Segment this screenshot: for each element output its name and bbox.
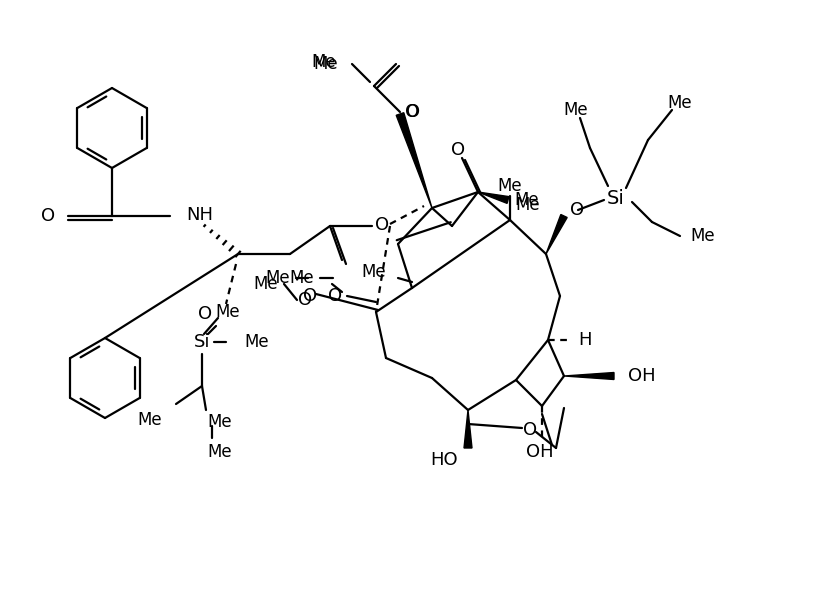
Text: Me: Me: [208, 413, 233, 431]
Text: Me: Me: [290, 269, 314, 287]
Text: Me: Me: [667, 94, 692, 112]
Text: O: O: [303, 287, 317, 305]
Text: HO: HO: [430, 451, 458, 469]
Text: O: O: [451, 141, 465, 159]
Text: O: O: [41, 207, 55, 225]
Text: Me: Me: [312, 53, 336, 71]
Text: Me: Me: [254, 275, 278, 293]
Polygon shape: [464, 410, 472, 448]
Text: O: O: [405, 103, 419, 121]
Text: Me: Me: [137, 411, 162, 429]
Text: O: O: [406, 103, 420, 121]
Text: Me: Me: [215, 303, 241, 321]
Text: O: O: [197, 305, 212, 323]
Text: Me: Me: [564, 101, 588, 119]
Text: O: O: [523, 421, 537, 439]
Text: Me: Me: [690, 227, 715, 245]
Text: Si: Si: [607, 188, 625, 207]
Text: Me: Me: [361, 263, 386, 281]
Text: O: O: [375, 216, 389, 234]
Polygon shape: [546, 215, 567, 254]
Text: OH: OH: [526, 443, 554, 461]
Text: O: O: [328, 287, 342, 305]
Text: OH: OH: [628, 367, 655, 385]
Polygon shape: [478, 192, 509, 204]
Text: Me: Me: [244, 333, 268, 351]
Text: Me: Me: [208, 443, 233, 461]
Text: NH: NH: [186, 206, 213, 224]
Text: Me: Me: [313, 55, 338, 73]
Text: Me: Me: [514, 191, 539, 209]
Text: H: H: [578, 331, 592, 349]
Polygon shape: [397, 112, 432, 208]
Text: Me: Me: [515, 196, 539, 214]
Text: Me: Me: [498, 177, 522, 195]
Polygon shape: [564, 373, 614, 379]
Text: O: O: [570, 201, 584, 219]
Text: Me: Me: [265, 269, 290, 287]
Text: O: O: [298, 291, 312, 309]
Text: Si: Si: [193, 333, 211, 351]
